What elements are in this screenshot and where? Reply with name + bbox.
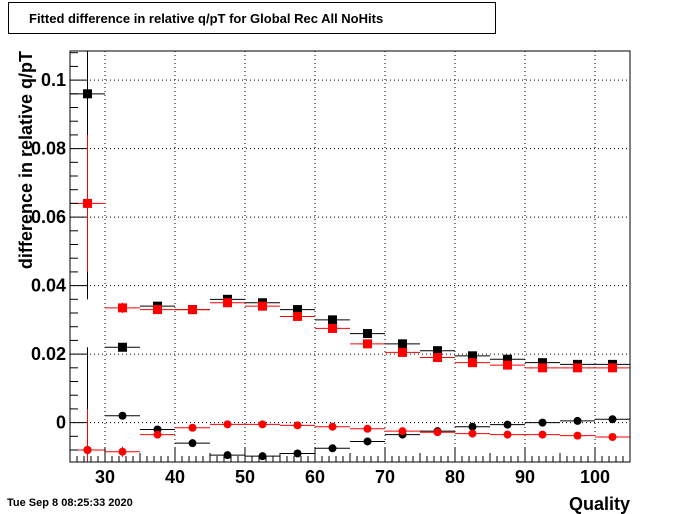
data-point-square bbox=[503, 360, 512, 370]
data-point-circle bbox=[83, 446, 92, 455]
x-tick-label: 100 bbox=[580, 467, 610, 487]
data-point-circle bbox=[258, 452, 267, 461]
data-point-square bbox=[538, 363, 547, 373]
data-point-circle bbox=[363, 424, 372, 433]
x-tick-label: 80 bbox=[445, 467, 465, 487]
date-stamp: Tue Sep 8 08:25:33 2020 bbox=[7, 497, 133, 509]
data-point-square bbox=[433, 346, 442, 356]
y-tick-label: 0 bbox=[56, 413, 66, 433]
x-tick-label: 30 bbox=[95, 467, 115, 487]
data-point-circle bbox=[328, 444, 337, 453]
data-point-square bbox=[118, 303, 127, 313]
data-point-circle bbox=[293, 421, 302, 430]
data-point-circle bbox=[188, 439, 197, 448]
y-tick-label: 0.1 bbox=[41, 70, 66, 90]
y-tick-label: 0.04 bbox=[31, 276, 66, 296]
x-axis-title: Quality bbox=[569, 494, 630, 514]
x-tick-label: 50 bbox=[235, 467, 255, 487]
data-point-square bbox=[433, 353, 442, 363]
data-point-circle bbox=[573, 416, 582, 425]
data-point-square bbox=[293, 311, 302, 321]
data-point-circle bbox=[398, 427, 407, 436]
data-point-circle bbox=[293, 449, 302, 458]
ticks-layer bbox=[69, 52, 631, 462]
data-point-circle bbox=[363, 437, 372, 446]
data-point-square bbox=[503, 354, 512, 364]
grid-layer bbox=[70, 51, 630, 462]
data-point-circle bbox=[608, 432, 617, 441]
data-point-square bbox=[83, 198, 92, 208]
data-point-square bbox=[328, 323, 337, 333]
data-point-square bbox=[223, 298, 232, 308]
x-tick-label: 90 bbox=[515, 467, 535, 487]
data-point-circle bbox=[433, 428, 442, 437]
data-point-circle bbox=[223, 420, 232, 429]
data-point-circle bbox=[503, 430, 512, 439]
data-point-square bbox=[328, 315, 337, 325]
data-point-square bbox=[398, 347, 407, 357]
data-point-square bbox=[538, 358, 547, 368]
tick-labels-layer: 30 40 50 60 70 80 90 100 0 0.02 0.04 0.06 0.08 0.1 bbox=[31, 70, 610, 487]
data-point-square bbox=[468, 358, 477, 368]
x-tick-label: 70 bbox=[375, 467, 395, 487]
data-point-circle bbox=[188, 423, 197, 432]
data-point-square bbox=[293, 305, 302, 315]
data-point-square bbox=[608, 363, 617, 373]
y-tick-label: 0.02 bbox=[31, 344, 66, 364]
x-tick-label: 40 bbox=[165, 467, 185, 487]
y-axis-title: difference in relative q/pT bbox=[16, 51, 36, 269]
data-point-square bbox=[118, 342, 127, 352]
data-point-circle bbox=[153, 430, 162, 439]
data-point-circle bbox=[538, 430, 547, 439]
data-point-circle bbox=[223, 451, 232, 460]
data-point-square bbox=[468, 351, 477, 361]
data-point-square bbox=[83, 89, 92, 99]
data-point-square bbox=[573, 363, 582, 373]
data-point-circle bbox=[118, 411, 127, 420]
y-tick-label: 0.06 bbox=[31, 207, 66, 227]
data-point-square bbox=[363, 329, 372, 339]
data-point-circle bbox=[468, 429, 477, 438]
y-tick-label: 0.08 bbox=[31, 139, 66, 159]
data-point-square bbox=[363, 339, 372, 349]
data-point-circle bbox=[328, 422, 337, 431]
series-layer bbox=[70, 51, 630, 462]
data-point-square bbox=[258, 301, 267, 311]
x-tick-label: 60 bbox=[305, 467, 325, 487]
chart-title: Fitted difference in relative q/pT for G… bbox=[8, 2, 496, 34]
data-point-square bbox=[153, 305, 162, 315]
data-point-square bbox=[188, 305, 197, 315]
data-point-circle bbox=[258, 420, 267, 429]
data-point-square bbox=[398, 339, 407, 349]
data-point-circle bbox=[118, 447, 127, 456]
data-point-circle bbox=[608, 415, 617, 424]
data-point-circle bbox=[468, 422, 477, 431]
data-point-circle bbox=[503, 420, 512, 429]
plot-frame bbox=[69, 50, 631, 463]
data-point-circle bbox=[573, 431, 582, 440]
data-point-circle bbox=[538, 418, 547, 427]
